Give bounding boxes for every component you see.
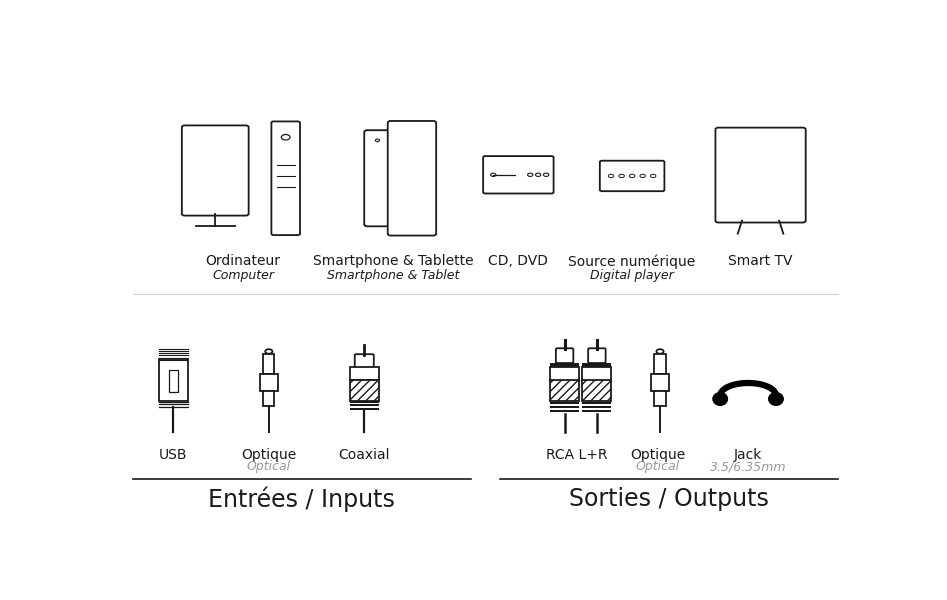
Circle shape <box>375 139 380 142</box>
Bar <box>550 410 580 412</box>
Text: Jack: Jack <box>734 448 762 461</box>
FancyBboxPatch shape <box>715 128 806 223</box>
Circle shape <box>544 173 548 176</box>
Bar <box>259 374 278 391</box>
FancyBboxPatch shape <box>483 156 554 194</box>
Text: CD, DVD: CD, DVD <box>489 254 548 268</box>
Bar <box>550 406 580 408</box>
Text: Entrées / Inputs: Entrées / Inputs <box>208 487 395 512</box>
Circle shape <box>281 134 290 140</box>
Bar <box>550 402 580 404</box>
Bar <box>550 380 580 401</box>
Bar <box>550 362 580 368</box>
Bar <box>349 401 379 403</box>
Bar <box>349 408 379 410</box>
Circle shape <box>265 349 273 354</box>
Bar <box>582 380 612 401</box>
Text: Coaxial: Coaxial <box>338 448 390 461</box>
Bar <box>582 367 612 380</box>
FancyBboxPatch shape <box>599 161 665 191</box>
Bar <box>349 367 379 380</box>
Circle shape <box>656 349 664 354</box>
Bar <box>582 406 612 408</box>
Circle shape <box>630 174 634 178</box>
Ellipse shape <box>769 392 783 405</box>
Text: Smart TV: Smart TV <box>728 254 793 268</box>
Bar <box>263 354 275 374</box>
Circle shape <box>527 173 533 176</box>
Bar <box>582 402 612 404</box>
Text: Computer: Computer <box>212 269 274 282</box>
Text: Optical: Optical <box>635 460 680 473</box>
Circle shape <box>491 173 496 176</box>
Ellipse shape <box>713 392 727 405</box>
FancyBboxPatch shape <box>588 348 606 363</box>
FancyBboxPatch shape <box>365 130 391 226</box>
FancyBboxPatch shape <box>387 121 437 236</box>
Text: 3.5/6.35mm: 3.5/6.35mm <box>710 460 786 473</box>
Bar <box>263 391 275 406</box>
Text: Smartphone & Tablette: Smartphone & Tablette <box>313 254 474 268</box>
Text: Ordinateur: Ordinateur <box>205 254 280 268</box>
Circle shape <box>608 174 614 178</box>
Bar <box>169 370 178 392</box>
Bar <box>654 391 666 406</box>
FancyBboxPatch shape <box>556 348 573 363</box>
Text: Sorties / Outputs: Sorties / Outputs <box>569 487 769 511</box>
Bar <box>349 404 379 406</box>
Text: Digital player: Digital player <box>590 269 674 282</box>
Bar <box>550 367 580 380</box>
Text: Smartphone & Tablet: Smartphone & Tablet <box>328 269 460 282</box>
Text: Optical: Optical <box>247 460 291 473</box>
Text: Optique: Optique <box>630 448 686 461</box>
Bar <box>159 359 188 401</box>
FancyBboxPatch shape <box>355 354 374 368</box>
Bar <box>582 410 612 412</box>
Bar <box>582 362 612 368</box>
Bar <box>654 354 666 374</box>
FancyBboxPatch shape <box>272 121 300 235</box>
Circle shape <box>651 174 656 178</box>
Text: Optique: Optique <box>241 448 296 461</box>
FancyBboxPatch shape <box>182 125 249 215</box>
Circle shape <box>640 174 645 178</box>
Circle shape <box>536 173 541 176</box>
Text: RCA L+R: RCA L+R <box>546 448 608 461</box>
Bar <box>651 374 670 391</box>
Bar <box>349 380 379 401</box>
Circle shape <box>619 174 624 178</box>
Text: Source numérique: Source numérique <box>568 254 696 269</box>
Text: USB: USB <box>159 448 188 461</box>
